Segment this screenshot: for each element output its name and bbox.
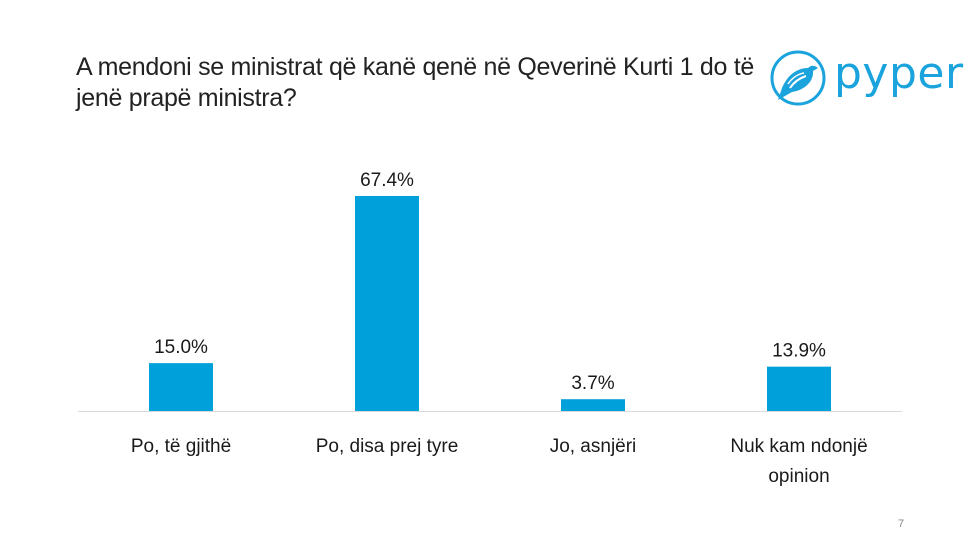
category-label-4-line-1: Nuk kam ndonjë	[730, 436, 867, 457]
category-label-3: Jo, asnjëri	[550, 436, 637, 457]
bar-2	[355, 196, 419, 411]
category-label-4-line-2: opinion	[768, 466, 829, 487]
data-label-2: 67.4%	[360, 170, 414, 191]
data-label-1: 15.0%	[154, 337, 208, 358]
bird-icon	[770, 50, 826, 106]
data-label-3: 3.7%	[571, 373, 614, 394]
page-number: 7	[898, 518, 905, 530]
data-label-4: 13.9%	[772, 341, 826, 362]
category-label-1: Po, të gjithë	[131, 436, 231, 457]
logo-text: pyper	[834, 48, 964, 99]
chart-title: A mendoni se ministrat që kanë qenë në Q…	[76, 53, 754, 112]
bar-1	[149, 363, 213, 411]
pyper-logo: pyper	[768, 44, 963, 116]
category-label-2: Po, disa prej tyre	[316, 436, 459, 457]
bar-4	[767, 366, 831, 411]
bar-3	[561, 399, 625, 411]
